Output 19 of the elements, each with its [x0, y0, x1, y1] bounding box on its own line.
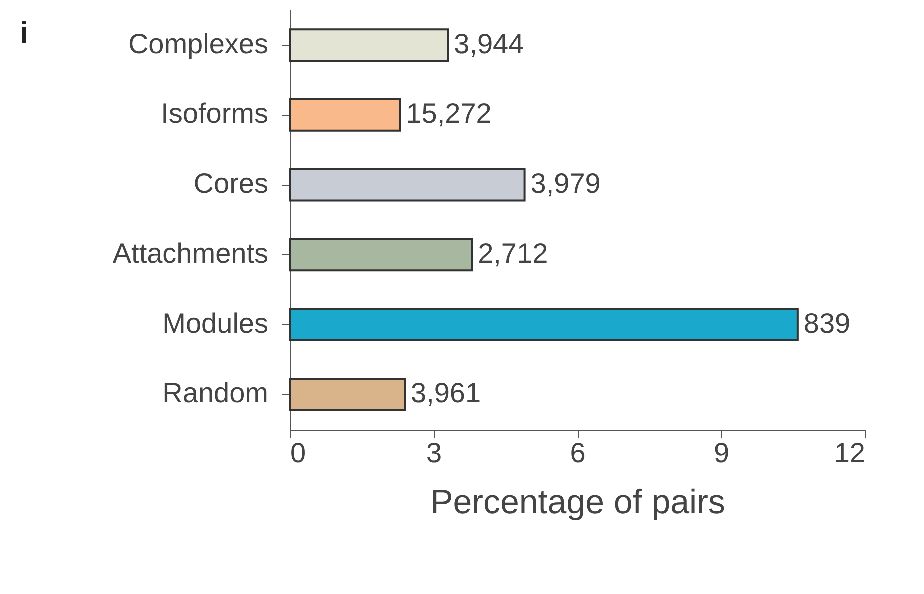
x-tick-label: 3: [426, 438, 442, 468]
x-tick-label: 9: [714, 438, 730, 468]
x-tick-label: 6: [570, 438, 586, 468]
y-tick-label: Random: [162, 378, 268, 409]
annotation: 15,272: [406, 98, 492, 130]
y-tick-label: Complexes: [128, 28, 268, 60]
annotation: 3,944: [454, 28, 524, 60]
y-tick-label: Attachments: [112, 238, 268, 269]
y-tick-label: Modules: [162, 308, 268, 339]
x-tick-label: 12: [834, 438, 866, 468]
text: i: [20, 17, 28, 50]
annotation: 3,979: [530, 168, 601, 200]
annotation: 3,961: [411, 378, 482, 409]
y-tick-label: Cores: [194, 168, 268, 200]
y-tick-label: Isoforms: [161, 98, 268, 130]
annotation: 2,712: [478, 238, 548, 269]
annotation: 839: [804, 308, 851, 339]
x-axis-title: Percentage of pairs: [430, 484, 726, 522]
x-tick-label: 0: [290, 438, 306, 468]
